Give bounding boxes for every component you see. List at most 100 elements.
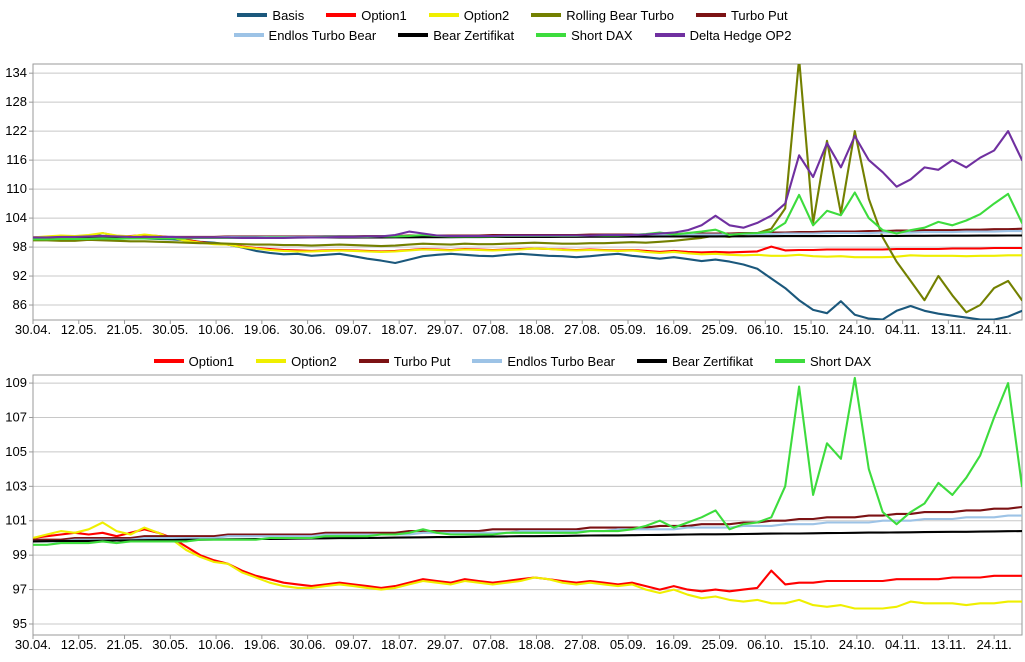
x-axis-label: 19.06. bbox=[244, 322, 280, 337]
x-axis-label: 27.08. bbox=[564, 322, 600, 337]
y-axis-label: 98 bbox=[13, 239, 27, 254]
legend-item-option2: Option2 bbox=[428, 7, 510, 23]
y-axis-label: 134 bbox=[5, 65, 27, 80]
x-axis-label: 19.06. bbox=[244, 637, 280, 652]
plot-border bbox=[32, 63, 1023, 321]
y-axis-label: 110 bbox=[6, 181, 27, 196]
legend-item-bear-zertifikat: Bear Zertifikat bbox=[398, 28, 514, 43]
legend-swatch-turbo-put-icon bbox=[358, 359, 389, 363]
legend-item-rolling-bear-turbo: Rolling Bear Turbo bbox=[531, 8, 674, 23]
legend-item-option1: Option1 bbox=[153, 353, 235, 369]
x-axis-label: 06.10. bbox=[747, 637, 783, 652]
x-axis-label: 13.11. bbox=[931, 322, 966, 337]
series-line-delta-hedge-op2 bbox=[33, 130, 1022, 239]
x-axis-label: 09.07. bbox=[335, 637, 371, 652]
legend-label: Endlos Turbo Bear bbox=[268, 27, 377, 43]
legend-item-option1: Option1 bbox=[326, 8, 407, 23]
x-axis-label: 27.08. bbox=[564, 637, 600, 652]
legend-swatch-turbo-put-icon bbox=[695, 13, 726, 17]
y-axis-label: 128 bbox=[5, 94, 27, 109]
legend-item-short-dax: Short DAX bbox=[774, 353, 872, 369]
legend-swatch-short-dax-icon bbox=[536, 33, 567, 37]
legend-label: Short DAX bbox=[809, 353, 872, 369]
x-axis-label: 07.08. bbox=[473, 637, 509, 652]
legend-item-turbo-put: Turbo Put bbox=[695, 7, 788, 23]
top-chart-legend: Basis Option1 Option2 Rolling Bear Turbo Tur… bbox=[0, 5, 1025, 45]
x-axis-label: 29.07. bbox=[427, 637, 463, 652]
x-axis-label: 05.09. bbox=[610, 637, 646, 652]
legend-swatch-short-dax-icon bbox=[774, 359, 805, 363]
series-line-option2 bbox=[33, 521, 1022, 610]
x-axis-label: 24.10. bbox=[839, 322, 875, 337]
x-axis-label: 25.09. bbox=[701, 637, 737, 652]
legend-item-short-dax: Short DAX bbox=[536, 27, 633, 43]
legend-row: Option1 Option2 Turbo Put Endlos Turbo Bear… bbox=[0, 351, 1025, 371]
legend-label: Option2 bbox=[463, 7, 510, 23]
y-axis-label: 103 bbox=[5, 478, 27, 493]
legend-swatch-bear-zertifikat-icon bbox=[398, 33, 429, 37]
series-line-rolling-bear-turbo bbox=[33, 64, 1022, 314]
legend-label: Short DAX bbox=[571, 27, 633, 43]
x-axis-label: 21.05. bbox=[106, 322, 142, 337]
legend-label: Turbo Put bbox=[730, 7, 788, 23]
performance-chart-top: Basis Option1 Option2 Rolling Bear Turbo Tur… bbox=[0, 5, 1025, 337]
gridlines bbox=[29, 72, 1022, 306]
y-axis-label: 116 bbox=[6, 152, 27, 167]
x-axis-label: 16.09. bbox=[656, 637, 692, 652]
legend-swatch-rolling-bear-turbo-icon bbox=[531, 13, 562, 17]
x-axis-label: 30.04. bbox=[15, 637, 51, 652]
x-axis-label: 10.06. bbox=[198, 322, 234, 337]
x-axis-label: 24.11. bbox=[977, 637, 1012, 652]
x-axis-label: 04.11. bbox=[885, 322, 920, 337]
legend-item-endlos-turbo-bear: Endlos Turbo Bear bbox=[233, 27, 377, 43]
legend-label: Option1 bbox=[188, 353, 235, 369]
x-axis-label: 13.11. bbox=[931, 637, 966, 652]
legend-swatch-option1-icon bbox=[326, 13, 357, 17]
legend-label: Delta Hedge OP2 bbox=[689, 27, 792, 43]
x-axis-label: 21.05. bbox=[106, 637, 142, 652]
legend-row: Endlos Turbo Bear Bear Zertifikat Short DA… bbox=[0, 25, 1025, 45]
y-axis-label: 107 bbox=[5, 410, 27, 425]
legend-swatch-option2-icon bbox=[256, 359, 287, 363]
x-axis-label: 24.11. bbox=[977, 322, 1012, 337]
x-axis-label: 09.07. bbox=[335, 322, 371, 337]
legend-item-endlos-turbo-bear: Endlos Turbo Bear bbox=[472, 354, 615, 369]
x-axis-label: 30.05. bbox=[152, 322, 188, 337]
bottom-chart-plot: 95 97 99 101 103 105 107 109 30.04. 12.05. 21.05. 3… bbox=[5, 374, 1023, 652]
legend-swatch-endlos-turbo-bear-icon bbox=[233, 33, 264, 37]
legend-label: Option2 bbox=[291, 353, 337, 369]
legend-item-bear-zertifikat: Bear Zertifikat bbox=[637, 354, 753, 369]
bottom-chart-legend: Option1 Option2 Turbo Put Endlos Turbo Bear… bbox=[0, 351, 1025, 371]
x-axis-label: 18.07. bbox=[381, 322, 417, 337]
legend-swatch-option2-icon bbox=[428, 13, 459, 17]
legend-row: Basis Option1 Option2 Rolling Bear Turbo Tur… bbox=[0, 5, 1025, 25]
x-axis-label: 06.10. bbox=[747, 322, 783, 337]
legend-item-turbo-put: Turbo Put bbox=[358, 353, 451, 369]
legend-swatch-endlos-turbo-bear-icon bbox=[472, 359, 503, 363]
series-lines bbox=[33, 64, 1022, 320]
x-axis-label: 30.04. bbox=[15, 322, 51, 337]
x-axis-label: 04.11. bbox=[885, 637, 920, 652]
x-axis-label: 12.05. bbox=[61, 637, 97, 652]
x-axis-label: 10.06. bbox=[198, 637, 234, 652]
y-axis-label: 109 bbox=[5, 375, 27, 390]
x-axis-label: 18.08. bbox=[518, 322, 554, 337]
legend-label: Option1 bbox=[361, 7, 407, 23]
legend-label: Endlos Turbo Bear bbox=[507, 353, 616, 369]
y-axis-label: 101 bbox=[5, 513, 27, 528]
legend-label: Bear Zertifikat bbox=[672, 353, 753, 369]
legend-label: Bear Zertifikat bbox=[433, 27, 515, 43]
x-axis-label: 30.05. bbox=[152, 637, 188, 652]
series-line-short-dax bbox=[33, 376, 1022, 546]
legend-swatch-basis-icon bbox=[237, 13, 268, 17]
plot-border bbox=[32, 374, 1023, 636]
y-axis-label: 99 bbox=[13, 547, 27, 562]
legend-item-delta-hedge-op2: Delta Hedge OP2 bbox=[654, 27, 792, 43]
legend-item-basis: Basis bbox=[237, 8, 304, 23]
x-axis-label: 18.08. bbox=[518, 637, 554, 652]
legend-label: Turbo Put bbox=[393, 353, 451, 369]
x-axis-label: 30.06. bbox=[290, 322, 326, 337]
x-axis-label: 15.10. bbox=[793, 637, 829, 652]
y-axis-label: 105 bbox=[5, 444, 27, 459]
